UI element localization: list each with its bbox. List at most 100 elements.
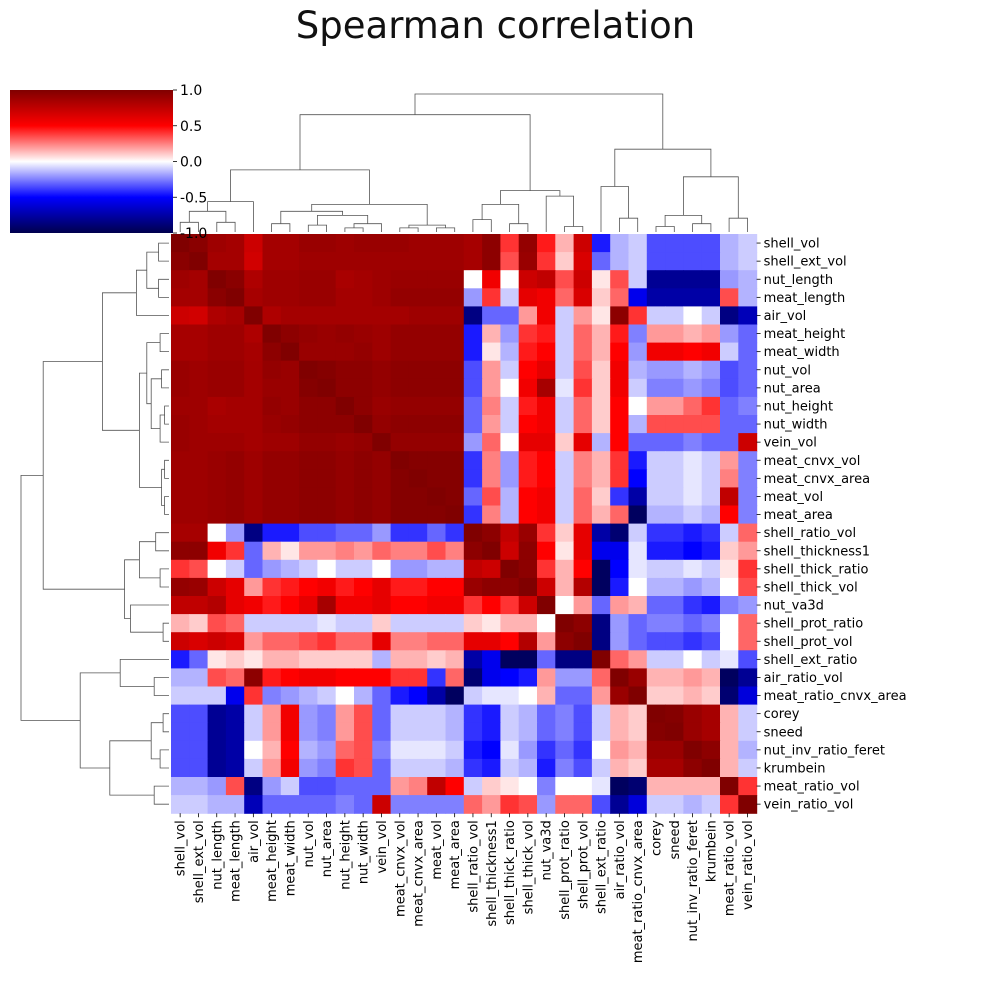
heatmap-cell — [573, 541, 593, 561]
row-label: sneed — [764, 725, 803, 740]
dendrogram-link — [353, 223, 382, 232]
heatmap-cell — [335, 324, 355, 344]
heatmap-cell — [372, 722, 392, 742]
heatmap-cell — [427, 650, 447, 669]
heatmap-cell — [463, 433, 483, 452]
heatmap-cell — [372, 559, 392, 579]
row-label: shell_prot_ratio — [764, 617, 864, 632]
heatmap-cell — [646, 342, 666, 362]
heatmap-cell — [372, 777, 392, 796]
heatmap-cell — [610, 505, 630, 525]
heatmap-cell — [189, 396, 209, 416]
heatmap-cell — [610, 777, 630, 796]
heatmap-cell — [683, 415, 703, 434]
heatmap-cell — [628, 614, 648, 633]
row-label: air_ratio_vol — [764, 671, 843, 686]
heatmap-cell — [244, 252, 264, 271]
heatmap-cell — [317, 415, 337, 434]
heatmap-cell — [665, 704, 684, 724]
heatmap-cell — [299, 270, 318, 289]
heatmap-cell — [683, 451, 703, 470]
heatmap-cell — [207, 596, 227, 615]
heatmap-cell — [591, 686, 611, 706]
heatmap-cell — [701, 234, 721, 253]
heatmap-cell — [299, 306, 318, 326]
heatmap-cell — [427, 288, 447, 307]
heatmap-cell — [683, 777, 703, 796]
heatmap-cell — [500, 523, 520, 543]
heatmap-cell — [738, 270, 758, 289]
heatmap-cell — [482, 342, 501, 362]
heatmap-cell — [317, 758, 337, 778]
heatmap-cell — [665, 632, 684, 651]
column-label: nut_height — [338, 820, 353, 890]
heatmap-cell — [244, 451, 264, 470]
heatmap-cell — [408, 252, 428, 271]
heatmap-cell — [280, 306, 300, 326]
row-label: vein_vol — [764, 436, 817, 451]
heatmap-cell — [665, 668, 684, 688]
heatmap-cell — [646, 306, 666, 326]
heatmap-cell — [390, 650, 410, 669]
heatmap-cell — [573, 415, 593, 434]
heatmap-cell — [683, 650, 703, 669]
heatmap-cell — [317, 577, 337, 597]
heatmap-cell — [591, 324, 611, 344]
heatmap-cell — [445, 270, 465, 289]
heatmap-cell — [280, 252, 300, 271]
heatmap-cell — [372, 342, 392, 362]
heatmap-cell — [244, 795, 264, 814]
heatmap-cell — [500, 650, 520, 669]
heatmap-cell — [299, 451, 318, 470]
row-label: shell_ext_vol — [764, 255, 847, 270]
heatmap-cell — [518, 469, 538, 488]
heatmap-cell — [427, 360, 447, 380]
heatmap-cell — [738, 632, 758, 651]
heatmap-cell — [482, 722, 501, 742]
heatmap-cell — [463, 324, 483, 344]
heatmap-cell — [171, 378, 190, 398]
column-label: meat_ratio_cnvx_area — [631, 820, 646, 963]
heatmap-cell — [207, 686, 227, 706]
heatmap-cell — [738, 596, 758, 615]
heatmap-cell — [207, 541, 227, 561]
row-label: air_vol — [764, 309, 807, 324]
heatmap-cell — [463, 704, 483, 724]
column-label: meat_height — [265, 820, 280, 902]
heatmap-cell — [225, 378, 245, 398]
heatmap-cell — [244, 632, 264, 651]
heatmap-cell — [738, 306, 758, 326]
dendrogram-link — [158, 242, 169, 262]
heatmap-cell — [207, 668, 227, 688]
heatmap-cell — [244, 342, 264, 362]
heatmap-cell — [390, 523, 410, 543]
heatmap-cell — [225, 704, 245, 724]
heatmap-cell — [573, 758, 593, 778]
column-label: shell_thickness1 — [485, 820, 500, 926]
heatmap-cell — [244, 487, 264, 507]
heatmap-cell — [262, 523, 282, 543]
heatmap-cell — [628, 523, 648, 543]
heatmap-cell — [500, 704, 520, 724]
heatmap-cell — [335, 415, 355, 434]
column-label: corey — [649, 820, 664, 856]
heatmap-cell — [390, 740, 410, 760]
heatmap-cell — [610, 650, 630, 669]
heatmap-cell — [427, 795, 447, 814]
heatmap-cell — [427, 559, 447, 579]
heatmap-cell — [372, 288, 392, 307]
heatmap-cell — [335, 252, 355, 271]
heatmap-cell — [738, 252, 758, 271]
heatmap-cell — [555, 686, 575, 706]
dendrogram-link — [146, 342, 161, 405]
heatmap-cell — [591, 596, 611, 615]
heatmap-cell — [244, 306, 264, 326]
heatmap-cell — [317, 795, 337, 814]
heatmap-cell — [463, 722, 483, 742]
heatmap-cell — [610, 758, 630, 778]
heatmap-cell — [408, 777, 428, 796]
heatmap-cell — [445, 632, 465, 651]
dendrogram-link — [162, 622, 169, 642]
heatmap-cell — [171, 541, 190, 561]
dendrogram-link — [179, 221, 199, 232]
